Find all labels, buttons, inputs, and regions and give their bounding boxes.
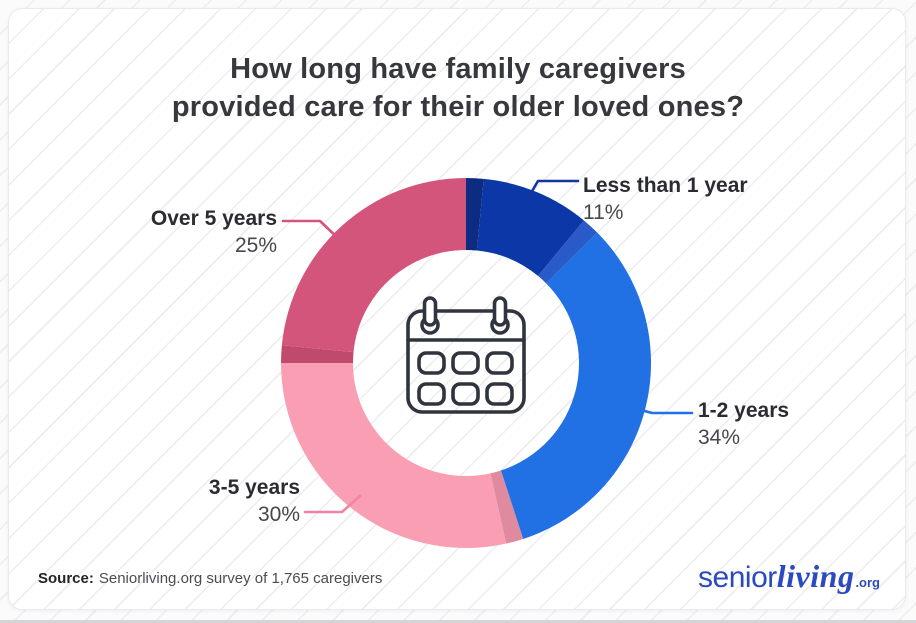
callout-label-1-2-years: 1-2 years 34% bbox=[698, 397, 789, 451]
logo-suffix-org: .org bbox=[855, 575, 880, 590]
segment-value: 34% bbox=[698, 426, 741, 449]
source-prefix: Source: bbox=[38, 570, 94, 587]
donut-segment-3 bbox=[281, 345, 354, 363]
segment-value: 11% bbox=[583, 201, 624, 224]
callout-label-less-than-1-year: Less than 1 year 11% bbox=[583, 172, 748, 226]
page-title: How long have family caregivers provided… bbox=[0, 50, 916, 126]
donut-segment-2 bbox=[490, 470, 524, 544]
donut-segment-3 bbox=[281, 178, 466, 353]
donut-segment-0 bbox=[476, 178, 584, 276]
segment-value: 30% bbox=[257, 503, 300, 526]
page-title-line2: provided care for their older loved ones… bbox=[171, 91, 745, 123]
callout-line-3-5-years bbox=[303, 494, 362, 514]
segment-label: Less than 1 year bbox=[583, 174, 748, 197]
page-bottom-bar bbox=[0, 620, 916, 623]
segment-label: Over 5 years bbox=[150, 207, 277, 230]
donut-segment-0 bbox=[466, 178, 484, 251]
page-title-line1: How long have family caregivers bbox=[230, 53, 686, 85]
segment-label: 3-5 years bbox=[208, 476, 300, 499]
callout-line-over-5-years bbox=[281, 219, 343, 243]
seniorliving-logo: senior living .org bbox=[698, 558, 880, 595]
source-line: Source: Seniorliving.org survey of 1,765 … bbox=[38, 570, 382, 587]
callout-line-less-than-1-year bbox=[526, 179, 580, 200]
callout-line-1-2-years bbox=[628, 405, 694, 415]
segment-value: 25% bbox=[234, 234, 277, 257]
infographic-card bbox=[8, 8, 906, 610]
source-text: Seniorliving.org survey of 1,765 caregiv… bbox=[98, 570, 383, 587]
logo-word-living: living bbox=[776, 558, 855, 594]
logo-word-senior: senior bbox=[698, 561, 777, 594]
segment-label: 1-2 years bbox=[698, 399, 790, 422]
donut-segment-1 bbox=[538, 220, 598, 284]
callout-label-over-5-years: Over 5 years 25% bbox=[151, 205, 277, 259]
donut-segment-2 bbox=[281, 363, 507, 548]
donut-segment-1 bbox=[500, 232, 651, 539]
callout-label-3-5-years: 3-5 years 30% bbox=[209, 474, 300, 528]
calendar-icon bbox=[406, 296, 526, 414]
